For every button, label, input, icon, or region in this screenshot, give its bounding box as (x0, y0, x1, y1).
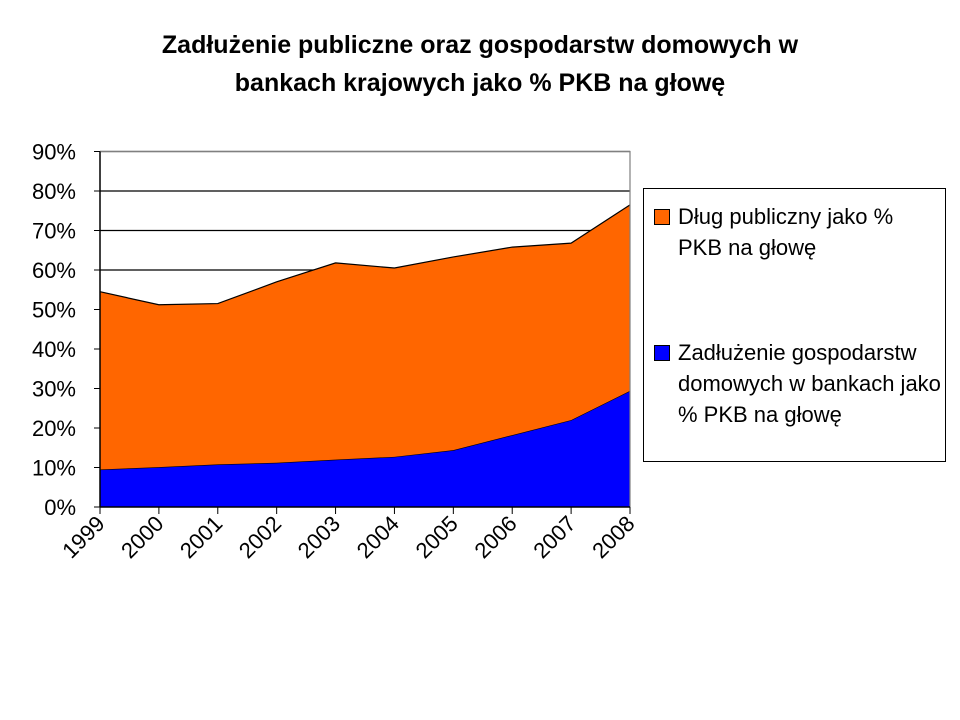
y-tick-label: 20% (32, 416, 76, 441)
x-tick-label: 2001 (175, 511, 227, 563)
y-tick-label: 80% (32, 179, 76, 204)
legend-label-public-debt: Dług publiczny jako % PKB na głowę (678, 204, 894, 260)
area-edge-1 (99, 204, 631, 306)
x-tick-label: 2003 (293, 511, 345, 563)
x-tick-label: 2004 (352, 511, 404, 563)
area-series-1 (100, 204, 630, 470)
plot-border (100, 150, 631, 507)
legend: Dług publiczny jako % PKB na głowę Zadłu… (643, 188, 946, 462)
chart-title: Zadłużenie publiczne oraz gospodarstw do… (0, 26, 960, 102)
y-tick-label: 0% (44, 495, 76, 520)
x-tick-label: 2006 (469, 511, 521, 563)
y-tick-label: 60% (32, 258, 76, 283)
y-tick-label: 70% (32, 219, 76, 244)
y-tick-label: 90% (32, 140, 76, 165)
y-tick-label: 10% (32, 456, 76, 481)
legend-label-household-debt: Zadłużenie gospodarstw domowych w bankac… (678, 340, 941, 427)
chart-title-line-1: Zadłużenie publiczne oraz gospodarstw do… (161, 31, 799, 59)
y-tick-label: 50% (32, 298, 76, 323)
y-tick-label: 40% (32, 337, 76, 362)
y-tick-label: 30% (32, 377, 76, 402)
legend-item-public-debt: Dług publiczny jako % PKB na głowę (654, 201, 943, 263)
x-tick-label: 2005 (411, 511, 463, 563)
legend-item-household-debt: Zadłużenie gospodarstw domowych w bankac… (654, 337, 943, 430)
legend-swatch-public-debt (654, 209, 670, 225)
chart-title-line-2: bankach krajowych jako % PKB na głowę (234, 69, 726, 97)
x-tick-label: 2008 (587, 511, 639, 563)
legend-swatch-household-debt (654, 345, 670, 361)
area-series-0 (100, 390, 630, 507)
x-tick-label: 2000 (116, 511, 168, 563)
x-tick-label: 2007 (528, 511, 580, 563)
x-tick-label: 2002 (234, 511, 286, 563)
